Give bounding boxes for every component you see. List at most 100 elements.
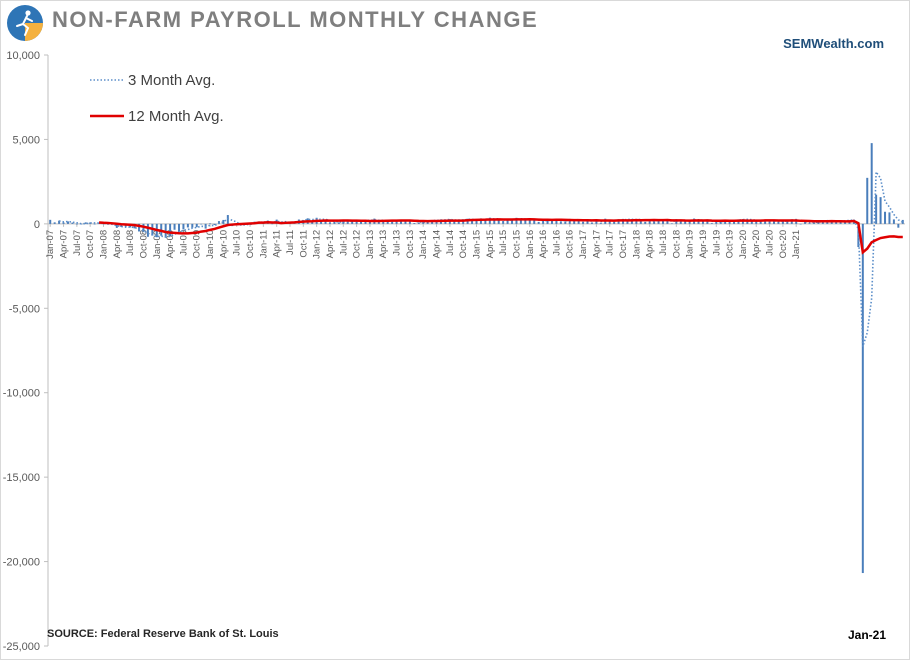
- bar: [386, 220, 389, 224]
- bar: [728, 220, 731, 224]
- bar: [511, 219, 514, 224]
- bar: [71, 222, 74, 224]
- x-tick-label: Jul-16: [551, 230, 562, 256]
- x-tick-label: Apr-12: [325, 230, 336, 259]
- chart-title: NON-FARM PAYROLL MONTHLY CHANGE: [52, 7, 539, 32]
- bar: [559, 221, 562, 224]
- y-tick-label: 0: [34, 219, 40, 231]
- x-tick-label: Jan-19: [685, 230, 696, 259]
- y-tick-label: -25,000: [3, 641, 40, 653]
- x-tick-label: Jan-08: [99, 230, 110, 259]
- bar: [661, 220, 664, 224]
- bar: [484, 219, 487, 224]
- bar: [89, 222, 92, 224]
- bar: [804, 221, 807, 224]
- bar: [360, 220, 363, 224]
- x-tick-label: Apr-18: [645, 230, 656, 259]
- bar: [364, 220, 367, 224]
- bar: [417, 222, 420, 224]
- bar: [635, 219, 638, 224]
- bar: [493, 219, 496, 224]
- bar: [710, 223, 713, 224]
- y-tick-label: -5,000: [9, 303, 40, 315]
- x-tick-label: Apr-10: [218, 230, 229, 259]
- runner-logo-icon: [7, 5, 43, 41]
- bar: [608, 220, 611, 224]
- bar: [222, 219, 225, 224]
- y-tick-label: 5,000: [12, 134, 40, 146]
- bar: [209, 223, 212, 224]
- bar: [861, 223, 864, 574]
- x-tick-label: Jul-20: [765, 230, 776, 256]
- bar: [657, 219, 660, 224]
- chart-legend: 3 Month Avg. 12 Month Avg.: [90, 72, 224, 125]
- bar: [568, 218, 571, 224]
- x-tick-label: Apr-08: [112, 230, 123, 259]
- bar: [812, 222, 815, 224]
- x-tick-label: Jul-15: [498, 230, 509, 256]
- bar: [888, 212, 891, 224]
- x-tick-label: Oct-20: [778, 230, 789, 259]
- bar: [66, 221, 69, 224]
- bar: [431, 220, 434, 224]
- bar: [497, 218, 500, 224]
- bar: [337, 222, 340, 224]
- line-12-month-avg: [98, 218, 903, 255]
- x-tick-label: Jul-12: [338, 230, 349, 256]
- bar: [870, 143, 873, 224]
- legend-label-3-month: 3 Month Avg.: [128, 72, 215, 89]
- x-tick-label: Jul-08: [125, 230, 136, 256]
- x-tick-label: Jul-14: [445, 230, 456, 256]
- bar: [897, 223, 900, 228]
- bar: [138, 223, 141, 232]
- legend-label-12-month: 12 Month Avg.: [128, 108, 224, 125]
- bar: [777, 221, 780, 224]
- bar: [195, 223, 198, 228]
- bar: [781, 221, 784, 224]
- bar: [200, 223, 203, 225]
- x-tick-label: Jul-09: [178, 230, 189, 256]
- bar: [62, 222, 65, 224]
- bar: [773, 221, 776, 224]
- x-tick-label: Jan-07: [45, 230, 56, 259]
- bar: [506, 220, 509, 224]
- y-tick-label: -15,000: [3, 472, 40, 484]
- bar: [799, 223, 802, 225]
- bar: [191, 223, 194, 228]
- bar: [613, 221, 616, 224]
- bar: [759, 220, 762, 224]
- bar: [186, 223, 189, 228]
- bar: [542, 220, 545, 224]
- bar: [84, 222, 87, 224]
- bar: [502, 221, 505, 224]
- bar: [590, 222, 593, 224]
- bar: [573, 220, 576, 224]
- bar: [93, 223, 96, 225]
- bar: [555, 219, 558, 224]
- bar: [413, 223, 416, 224]
- x-tick-label: Oct-10: [245, 230, 256, 259]
- x-tick-label: Oct-09: [192, 230, 203, 259]
- bar: [546, 219, 549, 224]
- x-tick-label: Oct-07: [85, 230, 96, 259]
- bar: [599, 223, 602, 224]
- bar: [626, 220, 629, 224]
- bar: [169, 223, 172, 236]
- x-tick-label: Jan-09: [152, 230, 163, 259]
- bar: [533, 219, 536, 224]
- bar: [53, 222, 56, 224]
- bar: [639, 220, 642, 224]
- bar: [475, 220, 478, 224]
- bar: [471, 220, 474, 224]
- x-tick-label: Apr-19: [698, 230, 709, 259]
- line-series: [58, 169, 904, 347]
- bar: [177, 223, 180, 232]
- bar: [697, 220, 700, 224]
- bar: [75, 223, 78, 225]
- brand-link[interactable]: SEMWealth.com: [783, 36, 884, 51]
- bar: [550, 219, 553, 224]
- bar: [715, 220, 718, 224]
- x-tick-label: Jul-18: [658, 230, 669, 256]
- x-tick-label: Oct-11: [298, 230, 309, 258]
- bar: [653, 221, 656, 224]
